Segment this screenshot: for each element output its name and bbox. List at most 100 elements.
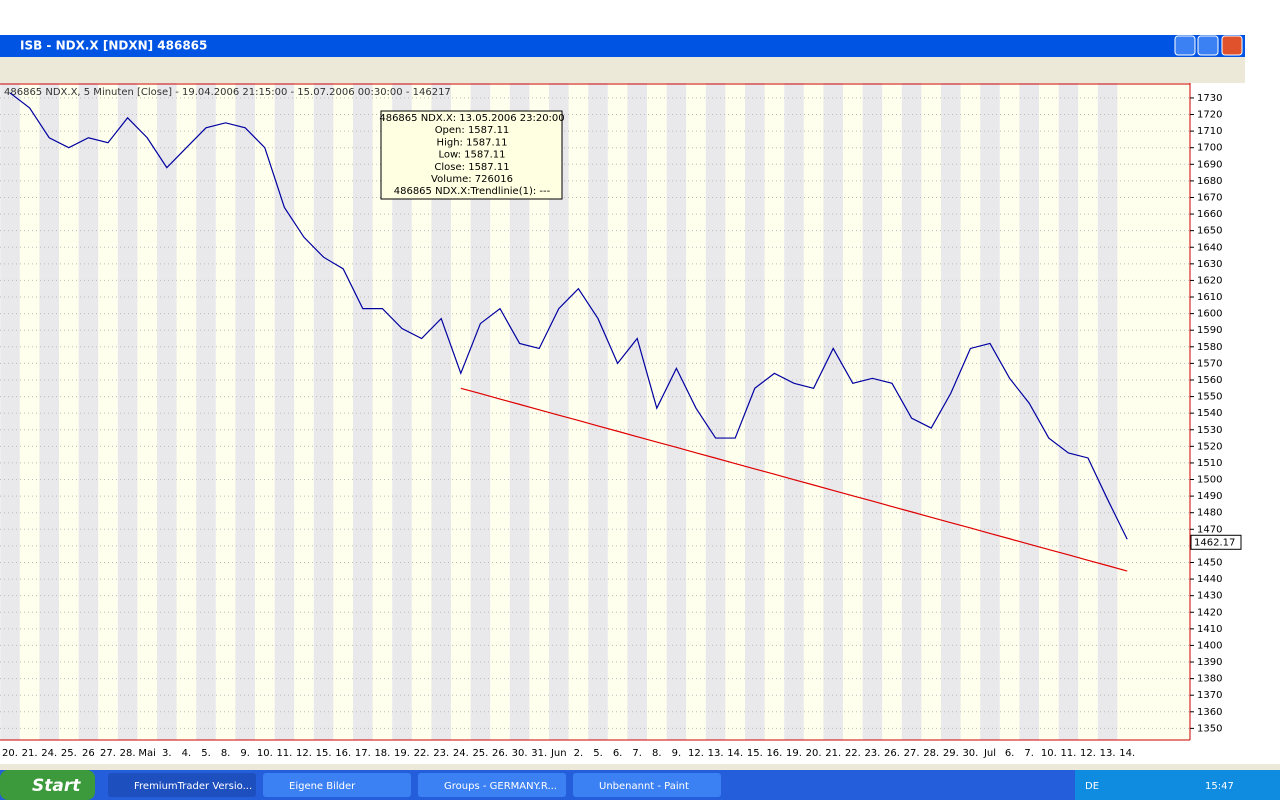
x-tick-label: 5. <box>593 748 603 759</box>
y-tick-label: 1540 <box>1197 408 1222 419</box>
y-tick-label: 1640 <box>1197 242 1222 253</box>
taskbar-item[interactable] <box>418 773 566 797</box>
day-stripe <box>313 83 334 740</box>
tooltip-line: Open: 1587.11 <box>435 125 510 136</box>
day-stripe <box>705 83 726 740</box>
taskbar-item[interactable] <box>573 773 721 797</box>
day-stripe <box>784 83 804 740</box>
y-tick-label: 1480 <box>1197 508 1222 519</box>
day-stripe <box>235 83 255 740</box>
x-tick-label: 25. <box>61 748 77 759</box>
last-value-box <box>1190 534 1242 550</box>
taskbar-item[interactable] <box>108 773 256 797</box>
day-stripe <box>823 83 843 740</box>
y-tick-label: 1360 <box>1197 707 1222 718</box>
y-tick-label: 1630 <box>1197 259 1222 270</box>
x-tick-label: 16. <box>766 748 782 759</box>
y-tick-label: 1440 <box>1197 574 1222 585</box>
x-tick-label: 20. <box>2 748 18 759</box>
day-stripe <box>274 83 295 740</box>
y-tick-label: 1410 <box>1197 624 1222 635</box>
day-stripe <box>39 83 59 740</box>
taskbar-item-label: Eigene Bilder <box>289 781 356 792</box>
y-tick-label: 1720 <box>1197 110 1222 121</box>
x-tick-label: 28. <box>923 748 939 759</box>
start-button[interactable] <box>0 770 95 800</box>
day-stripe <box>862 83 883 740</box>
x-tick-label: 3. <box>162 748 172 759</box>
tooltip-line: Low: 1587.11 <box>438 150 505 161</box>
day-stripe <box>901 83 922 740</box>
x-tick-label: 20. <box>806 748 822 759</box>
minimize-button[interactable] <box>1174 35 1196 56</box>
x-tick-label: 8. <box>652 748 662 759</box>
price-line <box>460 387 1128 572</box>
taskbar-item[interactable] <box>263 773 411 797</box>
tooltip-line: High: 1587.11 <box>437 137 508 148</box>
x-tick-label: 28. <box>120 748 136 759</box>
restore-button[interactable] <box>1197 35 1219 56</box>
y-tick-label: 1420 <box>1197 607 1222 618</box>
x-tick-label: 19. <box>786 748 802 759</box>
x-tick-label: 6. <box>1005 748 1015 759</box>
day-stripe <box>941 83 961 740</box>
day-stripe <box>627 83 647 740</box>
x-tick-label: 7. <box>1024 748 1034 759</box>
x-tick-label: 13. <box>1100 748 1116 759</box>
day-stripe <box>0 83 20 740</box>
x-tick-label: 15. <box>747 748 763 759</box>
title-bar <box>0 35 1245 57</box>
tooltip-line: 486865 NDX.X: 13.05.2006 23:20:00 <box>379 113 564 124</box>
y-tick-label: 1670 <box>1197 192 1222 203</box>
tooltip-line: Volume: 726016 <box>431 174 513 185</box>
y-tick-label: 1370 <box>1197 690 1222 701</box>
day-stripe <box>1019 83 1039 740</box>
close-button[interactable] <box>1221 35 1243 56</box>
y-tick-label: 1570 <box>1197 358 1222 369</box>
day-stripe <box>1058 83 1079 740</box>
x-tick-label: Mai <box>138 748 156 759</box>
y-tick-label: 1490 <box>1197 491 1222 502</box>
day-stripe <box>549 83 569 740</box>
y-tick-label: 1390 <box>1197 657 1222 668</box>
y-tick-label: 1680 <box>1197 176 1222 187</box>
x-tick-label: Jul <box>983 748 996 759</box>
x-tick-label: 14. <box>727 748 743 759</box>
x-tick-label: 21. <box>825 748 841 759</box>
x-tick-label: 30. <box>962 748 978 759</box>
x-tick-label: 11. <box>276 748 292 759</box>
price-line <box>9 92 1128 540</box>
y-tick-label: 1510 <box>1197 458 1222 469</box>
x-tick-label: 26. <box>884 748 900 759</box>
x-tick-label: 5. <box>201 748 211 759</box>
y-tick-label: 1430 <box>1197 591 1222 602</box>
x-tick-label: 18. <box>374 748 390 759</box>
y-tick-label: 1690 <box>1197 159 1222 170</box>
window-title: ISB - NDX.X [NDXN] 486865 <box>20 39 207 53</box>
day-stripe <box>117 83 138 740</box>
taskbar-item-label: Unbenannt - Paint <box>599 781 689 792</box>
y-tick-label: 1710 <box>1197 126 1222 137</box>
x-tick-label: 24. <box>41 748 57 759</box>
y-tick-label: 1560 <box>1197 375 1222 386</box>
x-tick-label: Jun <box>550 748 567 759</box>
taskbar-item-label: Groups - GERMANY.R... <box>444 781 557 792</box>
x-tick-label: 7. <box>632 748 642 759</box>
taskbar-item-label: FremiumTrader Versio... <box>134 781 252 792</box>
day-stripe <box>78 83 99 740</box>
x-tick-label: 9. <box>672 748 682 759</box>
y-tick-label: 1600 <box>1197 309 1222 320</box>
day-stripe <box>196 83 216 740</box>
x-tick-label: 31. <box>531 748 547 759</box>
y-tick-label: 1650 <box>1197 226 1222 237</box>
x-tick-label: 8. <box>221 748 231 759</box>
x-tick-label: 22. <box>845 748 861 759</box>
x-tick-label: 4. <box>182 748 192 759</box>
x-tick-label: 26 <box>82 748 95 759</box>
status-strip <box>0 764 1280 770</box>
x-tick-label: 12. <box>688 748 704 759</box>
x-tick-label: 23. <box>864 748 880 759</box>
last-value-label: 1462.17 <box>1194 537 1235 548</box>
